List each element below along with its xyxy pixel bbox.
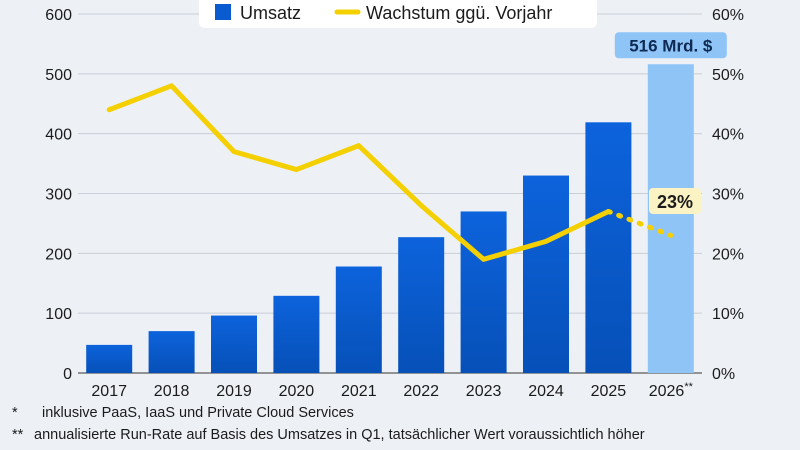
x-tick-label: 2020 (279, 383, 315, 400)
y2-tick-label: 0% (712, 366, 735, 383)
annotations: 516 Mrd. $ 23% (614, 32, 727, 214)
x-tick-label: 2023 (466, 383, 502, 400)
bar-value-label-bg (614, 32, 727, 59)
bar (585, 122, 632, 373)
y2-tick-label: 20% (712, 246, 744, 263)
y-tick-label: 200 (45, 246, 72, 263)
x-tick-label: 2021 (341, 383, 377, 400)
axes: 0 100 200 300 400 500 600 0% 10% 20% 30% 40% 50% 60% 2… (45, 7, 744, 400)
legend-label-umsatz: Umsatz (240, 3, 301, 23)
y-tick-label: 400 (45, 127, 72, 144)
growth-line-solid (106, 83, 611, 262)
line-value-label-bg (649, 188, 701, 214)
combo-chart: 0 100 200 300 400 500 600 0% 10% 20% 30% 40% 50% 60% 2… (45, 0, 744, 400)
growth-line (106, 83, 674, 262)
x-tick-label: 2024 (528, 383, 564, 400)
bar (523, 175, 569, 373)
x-tick-label: 2025 (591, 383, 627, 400)
bar (398, 237, 445, 373)
y2-tick-label: 40% (712, 127, 744, 144)
y2-tick-label: 30% (712, 187, 744, 204)
x-tick-label: 2019 (216, 383, 252, 400)
bar-value-label-text: 516 Mrd. $ (629, 36, 713, 55)
bars (86, 64, 694, 373)
y-tick-label: 500 (45, 67, 72, 84)
footnote-1: * inklusive PaaS, IaaS und Private Cloud … (12, 405, 354, 421)
legend-label-wachstum: Wachstum ggü. Vorjahr (366, 3, 552, 23)
legend-box (199, 0, 597, 28)
y-tick-label: 100 (45, 306, 72, 323)
bar (148, 331, 195, 373)
bar (335, 266, 382, 373)
y2-tick-label: 10% (712, 306, 744, 323)
bar (86, 344, 133, 373)
footnote-2-mark: ** (12, 427, 24, 443)
bar (647, 64, 694, 373)
footnote-1-text: inklusive PaaS, IaaS und Private Cloud S… (42, 405, 354, 421)
y-tick-label: 0 (63, 366, 72, 383)
x-tick-label: 2017 (91, 383, 127, 400)
footnote-1-mark: * (12, 405, 18, 421)
line-value-label: 23% (649, 188, 701, 214)
line-value-label-text: 23% (657, 192, 693, 212)
x-tick-label: 2022 (403, 383, 439, 400)
legend: Umsatz Wachstum ggü. Vorjahr (199, 0, 597, 28)
bar-value-label: 516 Mrd. $ (614, 32, 727, 59)
y-tick-label: 600 (45, 7, 72, 24)
bar (460, 211, 507, 373)
legend-swatch-umsatz (215, 4, 231, 20)
bar (273, 295, 320, 373)
y2-tick-label: 50% (712, 67, 744, 84)
x-tick-label: 2018 (154, 383, 190, 400)
y-tick-label: 300 (45, 187, 72, 204)
x-tick-label: 2026** (649, 381, 694, 400)
footnote-2-text: annualisierte Run-Rate auf Basis des Ums… (34, 427, 645, 443)
footnote-2: ** annualisierte Run-Rate auf Basis des U… (12, 427, 645, 443)
y2-tick-label: 60% (712, 7, 744, 24)
growth-line-dashed (605, 208, 674, 238)
bar (211, 315, 257, 373)
